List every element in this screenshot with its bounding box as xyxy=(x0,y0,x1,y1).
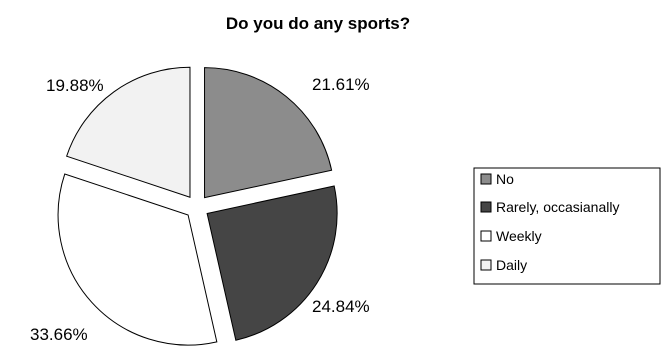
legend-swatch xyxy=(480,173,492,185)
slice-value-labels: 21.61% 24.84% 33.66% 19.88% xyxy=(30,75,370,344)
legend-swatch xyxy=(480,201,492,213)
chart-title: Do you do any sports? xyxy=(226,14,410,33)
legend-label: Weekly xyxy=(496,228,542,244)
slice-value-label: 24.84% xyxy=(312,297,370,316)
legend-label: Daily xyxy=(496,257,527,273)
slice-value-label: 19.88% xyxy=(46,76,104,95)
legend-box xyxy=(473,167,661,285)
legend-swatch xyxy=(480,259,492,271)
legend-label: Rarely, occasianally xyxy=(496,199,619,215)
pie-slice-no xyxy=(204,67,333,199)
legend-label: No xyxy=(496,171,514,187)
pie-slices xyxy=(57,66,338,346)
legend-swatch xyxy=(480,230,492,242)
pie-slice-weekly xyxy=(57,173,218,346)
pie-slice-daily xyxy=(66,66,191,198)
pie-slice-rarely-occasianally xyxy=(206,185,338,341)
legend: No Rarely, occasianally Weekly Daily xyxy=(473,167,661,285)
slice-value-label: 33.66% xyxy=(30,325,88,344)
slice-value-label: 21.61% xyxy=(312,75,370,94)
